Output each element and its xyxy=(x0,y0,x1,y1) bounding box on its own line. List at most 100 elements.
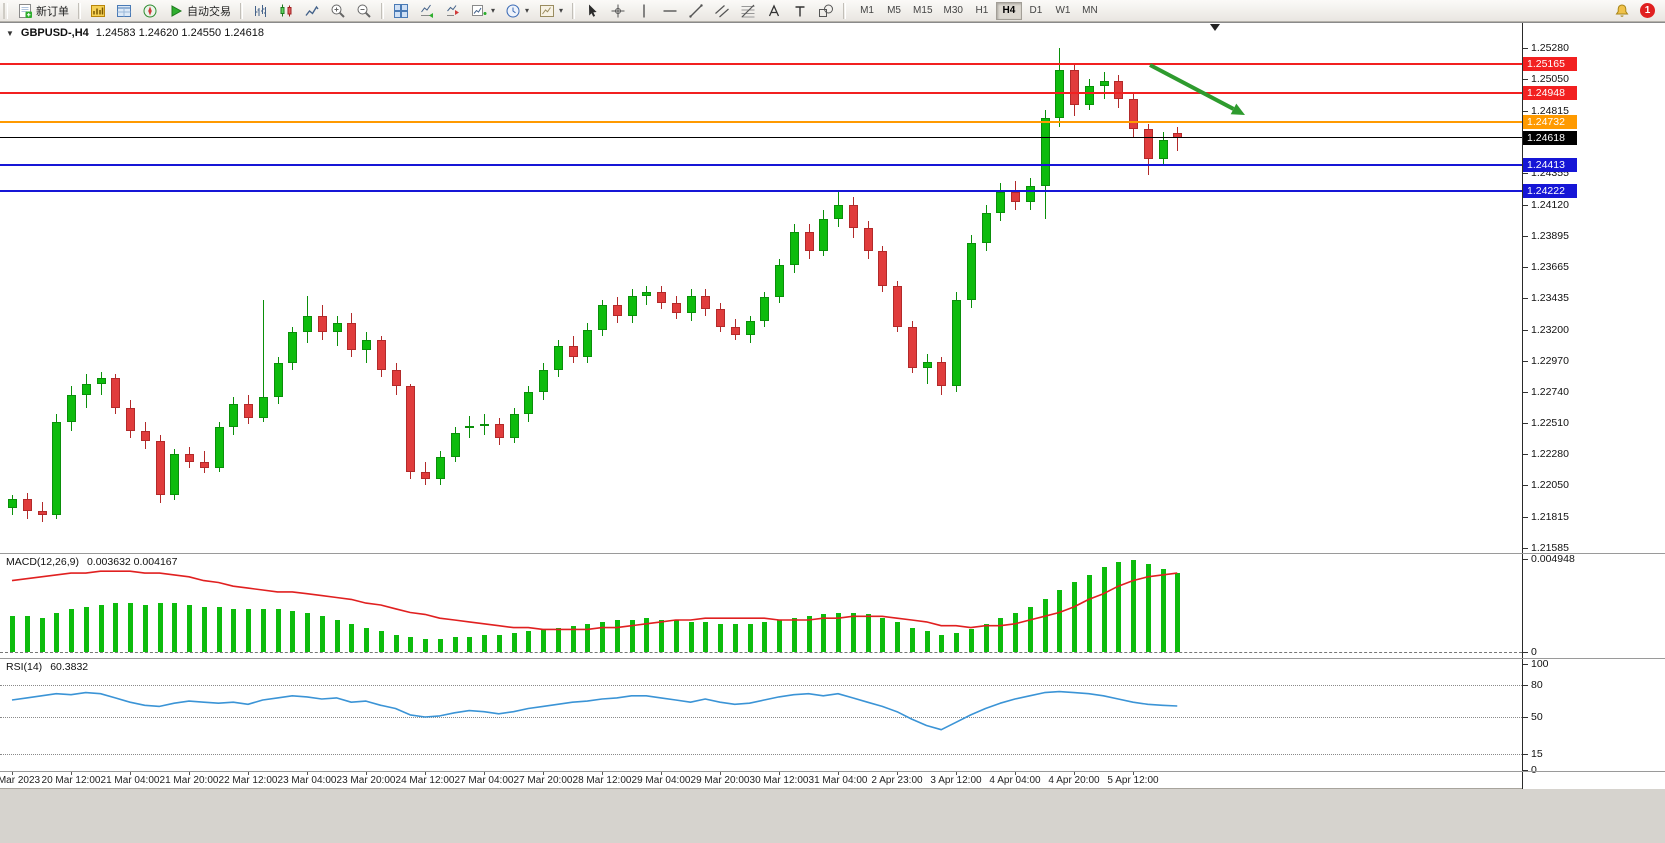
panel-divider-macd[interactable] xyxy=(0,553,1665,554)
timeframe-h4[interactable]: H4 xyxy=(995,1,1022,20)
macd-histogram-bar xyxy=(393,635,399,652)
candle-body xyxy=(155,440,165,495)
macd-tick xyxy=(1523,652,1528,653)
trendline-icon[interactable] xyxy=(683,1,709,21)
rsi-tick xyxy=(1523,770,1528,771)
timeframe-m5[interactable]: M5 xyxy=(881,2,907,20)
macd-title: MACD(12,26,9) xyxy=(6,556,79,568)
rsi-tick xyxy=(1523,717,1528,718)
price-level-line[interactable] xyxy=(0,121,1522,124)
candle-body xyxy=(1055,69,1065,119)
new-order-icon xyxy=(17,3,33,19)
candle-body xyxy=(598,305,607,330)
chart-plot-area[interactable]: ▼ GBPUSD-,H4 1.24583 1.24620 1.24550 1.2… xyxy=(0,23,1522,789)
timeframe-m1[interactable]: M1 xyxy=(854,2,880,20)
template-icon[interactable]: ▾ xyxy=(534,1,568,21)
price-tick xyxy=(1523,517,1528,519)
macd-histogram-bar xyxy=(128,603,133,652)
time-axis-tick xyxy=(425,772,426,775)
autotrading-button[interactable]: 自动交易 xyxy=(163,1,236,21)
timeframe-m30[interactable]: M30 xyxy=(939,2,968,20)
shapes-icon[interactable] xyxy=(813,1,839,21)
price-axis[interactable]: 1.25165 1.24948 1.24732 1.24618 1.24413 1.242… xyxy=(1523,23,1665,789)
bar-chart-icon[interactable] xyxy=(247,1,273,21)
candle-wick xyxy=(1103,72,1105,100)
vertical-line-icon[interactable] xyxy=(631,1,657,21)
timeframe-h1[interactable]: H1 xyxy=(969,2,995,20)
price-level-line[interactable] xyxy=(0,91,1522,94)
price-tick xyxy=(1523,235,1528,237)
chart-shift-icon[interactable] xyxy=(440,1,466,21)
price-tick-label: 1.23895 xyxy=(1531,229,1569,242)
macd-label: MACD(12,26,9) 0.003632 0.004167 xyxy=(6,556,177,568)
timeframe-w1[interactable]: W1 xyxy=(1050,2,1076,20)
macd-histogram-bar xyxy=(216,606,222,652)
chart-end-marker[interactable] xyxy=(1210,24,1220,31)
line-chart-icon[interactable] xyxy=(299,1,325,21)
macd-histogram-bar xyxy=(260,608,266,652)
macd-histogram-bar xyxy=(968,629,974,652)
horizontal-line-icon[interactable] xyxy=(657,1,683,21)
macd-histogram-bar xyxy=(600,621,605,652)
auto-scroll-icon[interactable] xyxy=(414,1,440,21)
price-level-line[interactable] xyxy=(0,62,1522,65)
price-level-line[interactable] xyxy=(0,164,1522,167)
rsi-tick-label: 15 xyxy=(1531,748,1543,761)
price-tick-label: 1.21815 xyxy=(1531,511,1569,524)
time-axis-label: 23 Mar 04:00 xyxy=(277,775,337,786)
zoom-out-icon[interactable] xyxy=(351,1,377,21)
navigator-icon[interactable] xyxy=(137,1,163,21)
crosshair-icon[interactable] xyxy=(605,1,631,21)
candle-body xyxy=(332,322,342,333)
macd-histogram-bar xyxy=(821,614,827,652)
price-level-line[interactable] xyxy=(0,190,1522,193)
panel-divider-rsi[interactable] xyxy=(0,658,1665,659)
candle-body xyxy=(406,386,416,472)
market-watch-icon[interactable] xyxy=(85,1,111,21)
macd-histogram-bar xyxy=(1145,563,1151,652)
notification-badge[interactable]: 1 xyxy=(1640,3,1655,18)
timeframe-d1[interactable]: D1 xyxy=(1023,2,1049,20)
price-tick-label: 1.22280 xyxy=(1531,448,1569,461)
candle-body xyxy=(465,425,475,428)
bar-chart-icon xyxy=(252,3,268,19)
candle-body xyxy=(111,378,121,409)
zoom-in-icon[interactable] xyxy=(325,1,351,21)
candle-body xyxy=(214,427,224,468)
price-tick xyxy=(1523,485,1528,487)
channel-icon[interactable] xyxy=(709,1,735,21)
timeframe-mn[interactable]: MN xyxy=(1077,2,1103,20)
new-chart-icon[interactable]: ▾ xyxy=(466,1,500,21)
data-window-icon[interactable] xyxy=(111,1,137,21)
notifications-icon[interactable] xyxy=(1609,1,1635,21)
market-watch-icon xyxy=(90,3,106,19)
candlestick-chart-icon[interactable] xyxy=(273,1,299,21)
macd-histogram-bar xyxy=(1175,573,1181,652)
label-icon[interactable] xyxy=(787,1,813,21)
new-order-button[interactable]: 新订单 xyxy=(12,1,74,21)
time-axis-tick xyxy=(248,772,249,775)
bell-icon xyxy=(1614,3,1630,19)
period-icon[interactable]: ▾ xyxy=(500,1,534,21)
fibonacci-icon[interactable] xyxy=(735,1,761,21)
price-level-line[interactable] xyxy=(0,137,1522,139)
toolbar-grip[interactable] xyxy=(3,2,8,19)
price-level-badge: 1.24222 xyxy=(1523,184,1577,199)
macd-histogram-bar xyxy=(1160,569,1166,652)
text-icon[interactable] xyxy=(761,1,787,21)
cursor-icon[interactable] xyxy=(579,1,605,21)
macd-histogram-bar xyxy=(791,618,797,652)
toolbar-separator xyxy=(78,2,81,19)
candle-body xyxy=(1040,118,1050,187)
candle-body xyxy=(568,345,578,357)
timeframe-m15[interactable]: M15 xyxy=(908,2,937,20)
tile-windows-icon[interactable] xyxy=(388,1,414,21)
time-axis-label: 23 Mar 20:00 xyxy=(336,775,396,786)
price-tick xyxy=(1523,454,1528,456)
time-axis-label: 30 Mar 12:00 xyxy=(749,775,809,786)
symbol-dropdown-icon[interactable]: ▼ xyxy=(6,28,14,38)
candle-body xyxy=(789,232,799,265)
macd-histogram-bar xyxy=(954,633,959,652)
macd-tick-label: 0 xyxy=(1531,646,1537,658)
macd-histogram-bar xyxy=(39,618,45,652)
